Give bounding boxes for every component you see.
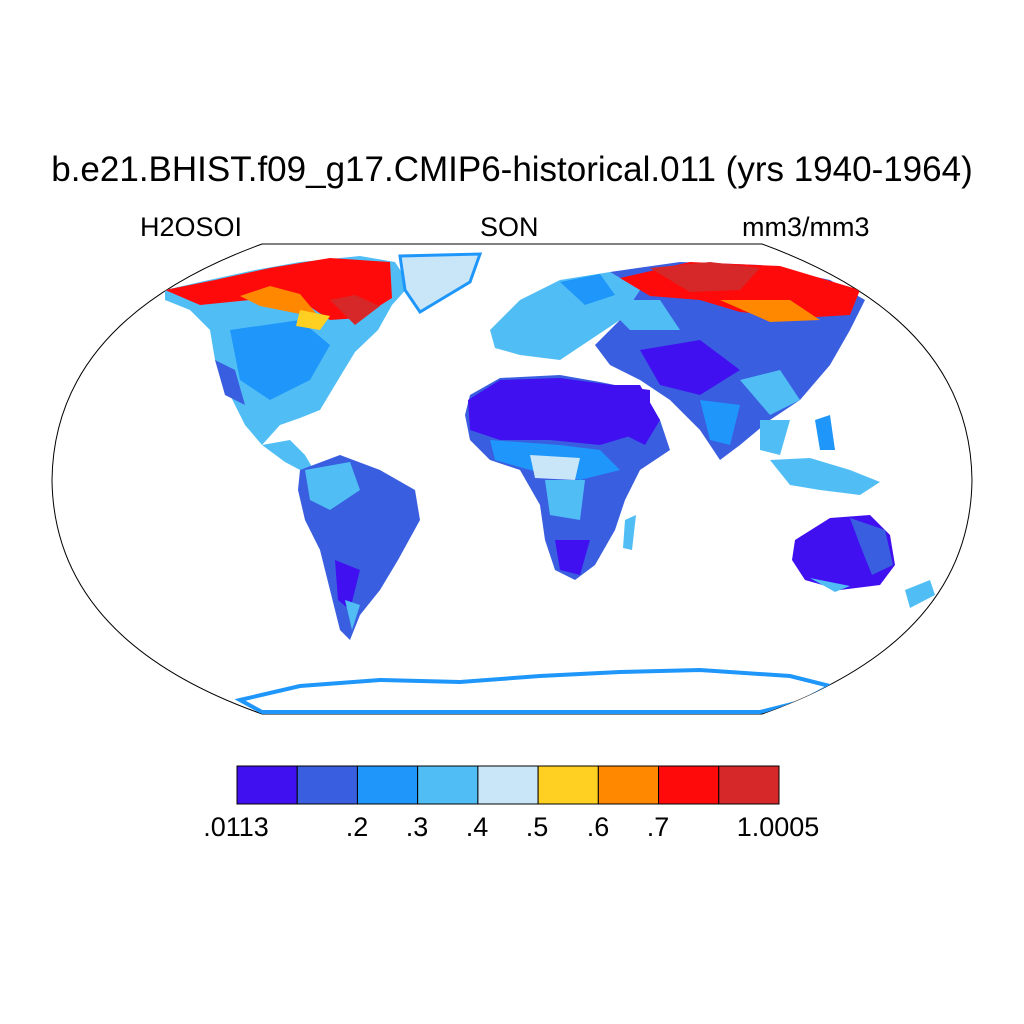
madagascar bbox=[623, 515, 636, 550]
colorbar-tick-label: .4 bbox=[465, 812, 489, 842]
units-label: mm3/mm3 bbox=[742, 212, 870, 242]
colorbar-tick-label: .3 bbox=[405, 812, 429, 842]
new-zealand bbox=[905, 580, 935, 608]
greenland bbox=[398, 252, 483, 315]
land-fields bbox=[165, 252, 935, 714]
maritime-se-asia bbox=[770, 458, 880, 495]
season-label: SON bbox=[480, 212, 539, 242]
colorbar-tick-label: .2 bbox=[345, 812, 369, 842]
central-america bbox=[262, 440, 315, 472]
plot-title: b.e21.BHIST.f09_g17.CMIP6-historical.011… bbox=[51, 150, 973, 189]
colorbar-tick-label: .5 bbox=[525, 812, 549, 842]
variable-label: H2OSOI bbox=[140, 212, 243, 242]
colorbar-tick-label: .7 bbox=[646, 812, 670, 842]
colorbar-tick-label: 1.0005 bbox=[736, 812, 820, 842]
colorbar-tick-label: .0113 bbox=[203, 812, 269, 842]
colorbar-tick-label: .6 bbox=[586, 812, 610, 842]
antarctica bbox=[234, 667, 836, 714]
arabia bbox=[600, 385, 660, 445]
